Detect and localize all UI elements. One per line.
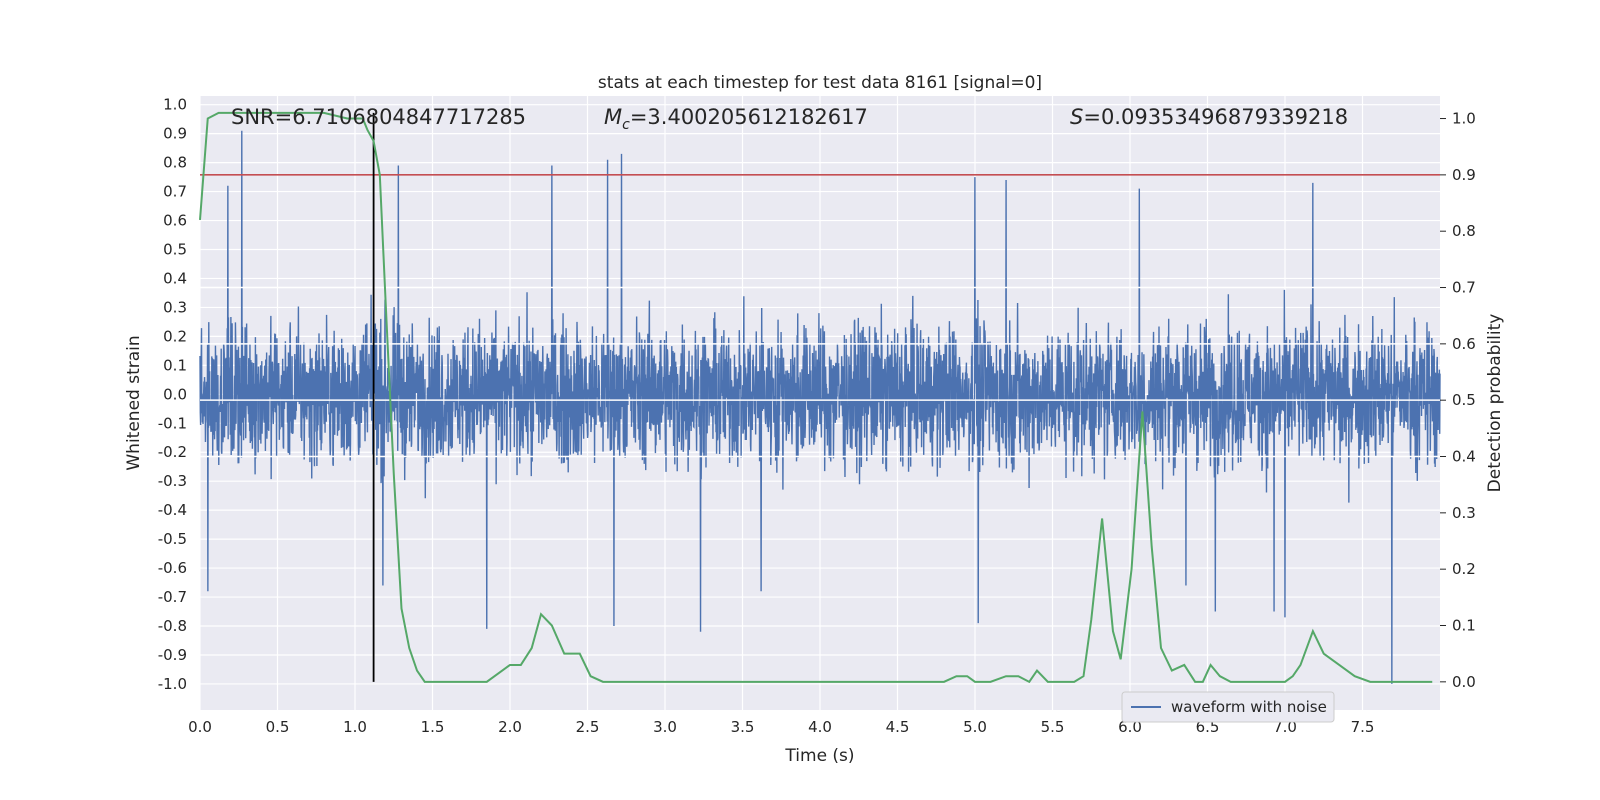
s-value: =0.09353496879339218 [1083,105,1348,129]
y-tick-label: 0.4 [163,269,187,287]
overlay-lines [200,112,1440,682]
probability-series [199,111,1433,684]
s-annotation: S=0.09353496879339218 [1070,105,1348,129]
y-tick-label: -0.8 [158,617,187,635]
chirp-mass-value: =3.400205612182617 [630,105,868,129]
y-tick-label: 0.5 [163,241,187,259]
y2-tick-label: 0.2 [1452,560,1476,578]
y-tick-label: 0.6 [163,212,187,230]
y-tick-label: 0.3 [163,298,187,316]
y-tick-label: -0.7 [158,588,187,606]
chirp-mass-annotation: Mc=3.400205612182617 [604,105,868,133]
legend-label: waveform with noise [1171,698,1327,716]
x-tick-label: 3.0 [653,718,677,736]
y2-tick-label: 0.7 [1452,279,1476,297]
y-tick-label: 0.8 [163,154,187,172]
y-tick-label: 0.2 [163,327,187,345]
x-tick-label: 5.0 [963,718,987,736]
x-tick-label: 2.0 [498,718,522,736]
y2-axis-ticks: 1.0 0.9 0.8 0.7 0.6 0.5 0.4 0.3 0.2 0.1 0.0 [1440,110,1476,691]
legend: waveform with noise [1121,691,1335,723]
x-tick-label: 1.0 [343,718,367,736]
y2-tick-label: 0.4 [1452,448,1476,466]
x-tick-label: 0.0 [188,718,212,736]
y2-tick-label: 0.5 [1452,391,1476,409]
waveform-series [199,130,1441,684]
y-axis-label: Whitened strain [124,335,144,470]
y-tick-label: 0.9 [163,125,187,143]
y-tick-label: -1.0 [158,675,187,693]
s-symbol: S [1070,105,1083,129]
x-axis-label: Time (s) [784,746,854,766]
x-tick-label: 3.5 [731,718,755,736]
y-tick-label: -0.2 [158,443,187,461]
y2-tick-label: 0.3 [1452,504,1476,522]
y-tick-label: -0.4 [158,501,187,519]
y-tick-label: 0.7 [163,183,187,201]
y-tick-label: 0.1 [163,356,187,374]
y-tick-label: -0.6 [158,559,187,577]
legend-box [1121,691,1335,723]
x-tick-label: 4.5 [886,718,910,736]
y2-tick-label: 1.0 [1452,110,1476,128]
y-tick-label: 1.0 [163,96,187,114]
y2-tick-label: 0.8 [1452,222,1476,240]
x-tick-label: 5.5 [1041,718,1065,736]
x-tick-label: 1.5 [421,718,445,736]
x-tick-label: 0.5 [266,718,290,736]
chirp-mass-subscript: c [622,117,630,133]
y-tick-label: -0.1 [158,414,187,432]
chirp-mass-symbol: M [604,105,622,129]
probability-line [199,111,1433,684]
waveform-line [199,130,1441,684]
x-tick-label: 7.5 [1351,718,1375,736]
y2-tick-label: 0.9 [1452,166,1476,184]
y2-axis-label: Detection probability [1485,314,1505,493]
y-tick-label: -0.9 [158,646,187,664]
y-tick-label: -0.3 [158,472,187,490]
x-tick-label: 2.5 [576,718,600,736]
y-tick-label: 0.0 [163,385,187,403]
y2-tick-label: 0.0 [1452,673,1476,691]
y2-tick-label: 0.1 [1452,617,1476,635]
y2-tick-label: 0.6 [1452,335,1476,353]
x-tick-label: 4.0 [808,718,832,736]
y-axis-ticks: 1.0 0.9 0.8 0.7 0.6 0.5 0.4 0.3 0.2 0.1 0.0 -0.1 -0.… [158,96,187,693]
chart-title: stats at each timestep for test data 816… [598,73,1042,93]
snr-annotation: SNR=6.7106804847717285 [231,105,526,129]
y-tick-label: -0.5 [158,530,187,548]
